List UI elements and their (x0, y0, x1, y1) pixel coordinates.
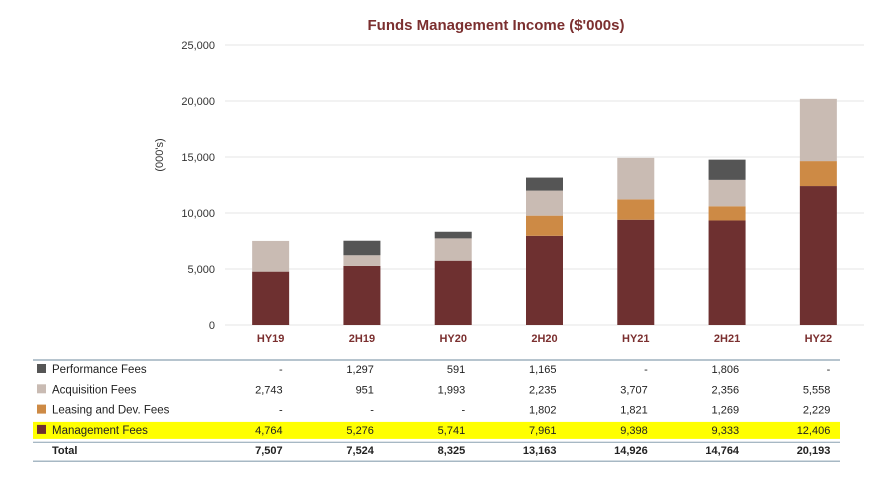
bar-segment (617, 157, 655, 200)
x-tick-label: 2H19 (349, 333, 375, 345)
bar-segment (343, 240, 381, 256)
table-cell: 1,806 (712, 364, 740, 376)
table-cell: 3,707 (620, 384, 648, 396)
table-cell: 1,297 (346, 364, 374, 376)
bar-segment (799, 186, 837, 325)
y-tick-label: 15,000 (181, 152, 215, 164)
series-label: Acquisition Fees (52, 384, 137, 396)
bar-segment (434, 260, 472, 325)
total-cell: 14,926 (614, 445, 648, 457)
table-cell: 1,821 (620, 405, 648, 417)
table-cell: 2,235 (529, 384, 557, 396)
y-tick-label: 10,000 (181, 208, 215, 220)
bar-segment (526, 177, 563, 191)
x-axis-ticks: HY19 2H19 HY20 2H20 HY21 2H21 HY22 (257, 333, 832, 345)
table-cell: - (644, 364, 648, 376)
table-cell: - (370, 405, 374, 417)
y-tick-label: 20,000 (181, 96, 215, 108)
bar-segment (526, 215, 563, 236)
x-tick-label: HY19 (257, 333, 285, 345)
y-axis-ticks: 0 5,000 10,000 15,000 20,000 25,000 (181, 40, 215, 332)
table-cell: - (279, 405, 283, 417)
bar-segment (343, 255, 381, 266)
table-cell: 2,743 (255, 384, 283, 396)
table-cell: 5,558 (803, 384, 831, 396)
total-cell: 14,764 (705, 445, 740, 457)
bar-segment (434, 231, 472, 239)
table-cell: 2,356 (712, 384, 740, 396)
bar-segment (708, 206, 746, 221)
legend-swatch (37, 384, 46, 394)
total-cell: 13,163 (523, 445, 557, 457)
series-label: Performance Fees (52, 364, 147, 376)
table-cell: 1,269 (712, 405, 740, 417)
table-cell: 4,764 (255, 425, 283, 437)
total-cell: 20,193 (797, 445, 831, 457)
y-tick-label: 0 (209, 320, 215, 332)
chart-title: Funds Management Income ($'000s) (368, 17, 625, 34)
y-axis-label: (000's) (154, 138, 166, 171)
data-table: Performance Fees - 1,297 591 1,165 - 1,806 - Acq… (33, 359, 840, 462)
table-cell: 9,398 (620, 425, 648, 437)
series-label: Leasing and Dev. Fees (52, 405, 170, 417)
table-cell: 5,741 (438, 425, 466, 437)
total-cell: 7,524 (346, 445, 374, 457)
bar-segment (617, 199, 655, 220)
table-cell: 591 (447, 364, 465, 376)
bar-segment (252, 240, 290, 272)
legend-swatch (37, 404, 46, 414)
bar-segment (708, 220, 746, 325)
x-tick-label: 2H20 (531, 333, 557, 345)
table-cell: 1,993 (438, 384, 466, 396)
y-tick-label: 25,000 (181, 40, 215, 52)
table-cell: 951 (356, 384, 374, 396)
bar-segment (526, 235, 563, 325)
total-cell: 8,325 (438, 445, 466, 457)
table-cell: 1,802 (529, 405, 557, 417)
series-label: Management Fees (52, 425, 148, 437)
table-cell: 9,333 (712, 425, 740, 437)
bars (252, 98, 837, 325)
legend-swatch (37, 424, 46, 434)
bar-segment (526, 190, 563, 216)
legend-swatch (37, 364, 46, 373)
bar-segment (799, 98, 837, 162)
table-cell: 12,406 (797, 425, 831, 437)
y-tick-label: 5,000 (187, 264, 215, 276)
bar-segment (434, 238, 472, 261)
bar-segment (252, 271, 290, 325)
bar-segment (343, 265, 381, 325)
table-cell: 7,961 (529, 425, 557, 437)
x-tick-label: HY20 (439, 333, 467, 345)
table-cell: 2,229 (803, 405, 831, 417)
table-cell: 1,165 (529, 364, 557, 376)
table-cell: - (827, 364, 831, 376)
x-tick-label: HY21 (622, 333, 650, 345)
x-tick-label: 2H21 (714, 333, 740, 345)
total-label: Total (52, 445, 77, 457)
bar-segment (799, 161, 837, 187)
row-highlight (33, 421, 840, 439)
bar-segment (708, 179, 746, 207)
bar-segment (708, 159, 746, 180)
bar-segment (617, 219, 655, 325)
table-cell: - (279, 364, 283, 376)
x-tick-label: HY22 (805, 333, 833, 345)
total-cell: 7,507 (255, 445, 283, 457)
table-cell: 5,276 (346, 425, 374, 437)
table-cell: - (462, 405, 466, 417)
